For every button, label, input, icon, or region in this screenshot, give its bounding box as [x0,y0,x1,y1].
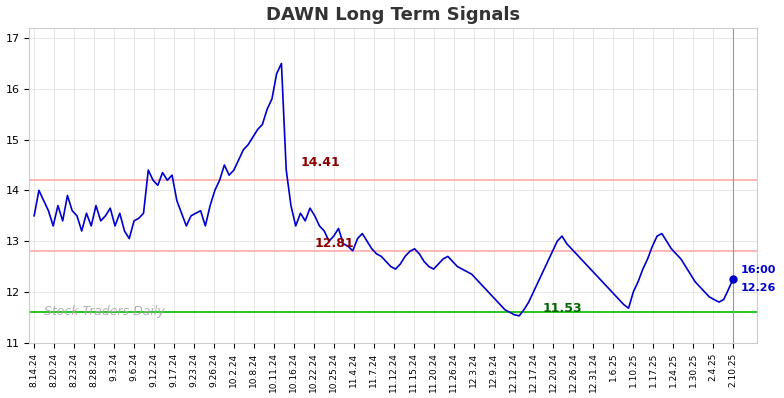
Text: 14.41: 14.41 [300,156,340,169]
Text: 16:00: 16:00 [740,265,775,275]
Text: 12.81: 12.81 [314,237,354,250]
Text: 12.26: 12.26 [740,283,775,293]
Text: 11.53: 11.53 [543,302,583,315]
Text: Stock Traders Daily: Stock Traders Daily [44,304,165,318]
Title: DAWN Long Term Signals: DAWN Long Term Signals [266,6,521,23]
